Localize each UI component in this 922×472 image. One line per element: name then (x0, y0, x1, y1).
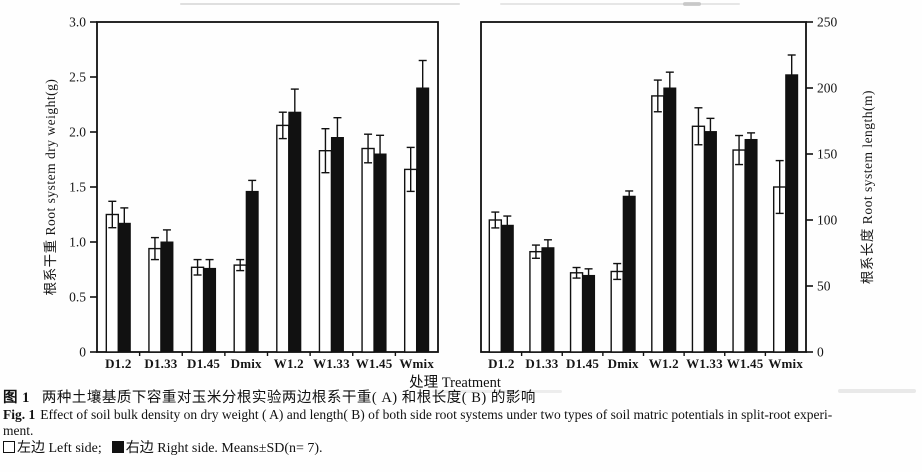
y-tick-label: 1.5 (69, 180, 86, 195)
category-label: W1.45 (727, 356, 764, 371)
legend-right-label: 右边 Right side. Means±SD(n= 7). (125, 441, 323, 456)
bar-left-side (403, 168, 418, 353)
y-tick-label: 50 (817, 279, 831, 294)
bar-right-side (330, 137, 344, 353)
scan-artifact (432, 390, 562, 393)
bar-left-side (610, 270, 624, 353)
bar-left-side (732, 149, 746, 353)
figure-caption: 图 1 两种土壤基质下容重对玉米分根实验两边根系干重( A) 和根长度( B) 的… (3, 390, 919, 457)
bar-left-side (361, 147, 375, 353)
y-tick-label: 1.0 (69, 235, 86, 250)
bar-right-side (160, 241, 174, 353)
y-tick-label: 0 (79, 345, 86, 360)
category-label: Dmix (608, 356, 639, 371)
category-label: W1.45 (356, 356, 393, 371)
root-length-panel: 0 50 100 150 200 250 根系长度 Root system length(m… (480, 15, 875, 371)
bar-left-side (488, 219, 503, 353)
split-root-bar-charts: 0 0.5 1.0 1.5 2.0 2.5 3.0 根系干重 Root system dry … (43, 15, 875, 372)
category-label: W1.2 (649, 356, 679, 371)
y-axis-label: 根系长度 Root system length(m) (860, 90, 875, 284)
bar-right-side (288, 111, 302, 353)
category-label: D1.33 (144, 356, 177, 371)
y-tick-label: 2.0 (69, 125, 86, 140)
scan-artifact (500, 3, 740, 5)
x-axis-title: 处理 Treatment (409, 375, 501, 391)
bar-right-side (785, 74, 799, 353)
category-label: D1.2 (488, 356, 514, 371)
bar-left-side (190, 266, 205, 353)
category-label: Wmix (399, 356, 434, 371)
bar-right-side (416, 87, 430, 353)
bar-left-side (233, 264, 247, 353)
bar-left-side (148, 247, 162, 353)
right-side-filled-square-icon (111, 441, 124, 453)
figure-legend: 左边 Left side; 右边 Right side. Means±SD(n= … (3, 441, 919, 457)
y-tick-label: 250 (817, 15, 838, 30)
bar-right-side (582, 274, 596, 353)
category-label: D1.2 (105, 356, 131, 371)
category-label: W1.33 (313, 356, 350, 371)
caption-text-zh: 两种土壤基质下容重对玉米分根实验两边根系干重( A) 和根长度( B) 的影响 (41, 390, 536, 406)
y-tick-label: 150 (817, 147, 838, 162)
y-tick-label: 100 (817, 213, 838, 228)
caption-line-zh: 图 1 两种土壤基质下容重对玉米分根实验两边根系干重( A) 和根长度( B) 的… (3, 390, 919, 407)
bar-right-side (245, 190, 259, 353)
figure-number-zh: 图 1 (3, 390, 30, 406)
caption-text-en: Effect of soil bulk density on dry weigh… (40, 407, 833, 422)
legend-left-label: 左边 Left side; (17, 441, 102, 456)
bar-right-side (703, 131, 717, 353)
scan-artifact (838, 389, 916, 393)
bar-left-side (569, 272, 584, 353)
y-axis-label: 根系干重 Root system dry weight(g) (43, 79, 58, 296)
category-label: D1.45 (566, 356, 599, 371)
bar-left-side (105, 213, 120, 353)
bar-right-side (373, 153, 387, 353)
category-label: W1.33 (686, 356, 723, 371)
scan-artifact (683, 2, 701, 6)
bar-right-side (500, 224, 514, 353)
caption-line-en-wrap: ment. (3, 423, 34, 438)
figure-number-en: Fig. 1 (3, 407, 36, 422)
y-tick-label: 0.5 (69, 290, 86, 305)
category-label: D1.45 (187, 356, 220, 371)
y-tick-label: 2.5 (69, 70, 86, 85)
bar-left-side (691, 125, 706, 353)
y-tick-label: 3.0 (69, 15, 86, 30)
bar-right-side (622, 195, 636, 353)
category-label: Dmix (231, 356, 262, 371)
bar-right-side (663, 87, 677, 353)
caption-line-en: Fig. 1 Effect of soil bulk density on dry… (3, 407, 919, 423)
plot-frame (96, 21, 439, 353)
bar-left-side (276, 124, 290, 353)
dry-weight-panel: 0 0.5 1.0 1.5 2.0 2.5 3.0 根系干重 Root system dry … (43, 15, 439, 371)
bar-right-side (117, 222, 131, 353)
bar-left-side (651, 95, 665, 353)
category-label: Wmix (768, 356, 803, 371)
bar-left-side (318, 149, 333, 353)
scan-artifact (180, 3, 460, 5)
bar-right-side (744, 138, 758, 353)
left-side-open-square-icon (3, 441, 15, 453)
bar-right-side (541, 247, 555, 353)
y-tick-label: 0 (817, 345, 824, 360)
bar-right-side (203, 267, 217, 353)
category-label: D1.33 (525, 356, 558, 371)
bar-left-side (529, 250, 543, 353)
category-label: W1.2 (274, 356, 304, 371)
y-tick-label: 200 (817, 81, 838, 96)
